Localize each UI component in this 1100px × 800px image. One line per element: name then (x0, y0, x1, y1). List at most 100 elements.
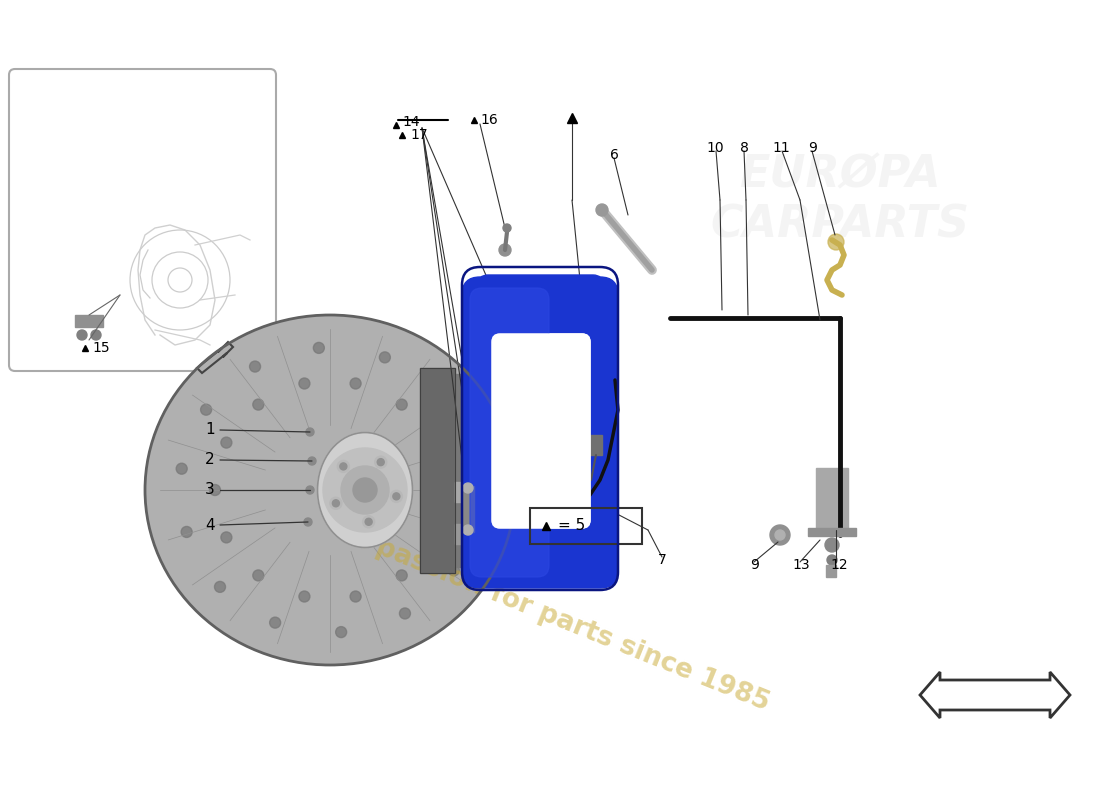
Bar (455, 524, 605, 544)
Circle shape (314, 342, 324, 354)
Circle shape (363, 516, 375, 528)
Circle shape (596, 204, 608, 216)
Bar (816, 468, 848, 528)
Circle shape (770, 525, 790, 545)
Circle shape (253, 399, 264, 410)
Circle shape (428, 437, 439, 448)
FancyBboxPatch shape (478, 512, 603, 582)
Circle shape (332, 500, 340, 506)
Circle shape (338, 461, 350, 473)
Circle shape (379, 352, 390, 363)
Circle shape (221, 437, 232, 448)
Circle shape (827, 555, 837, 565)
Bar (585, 485, 593, 530)
Circle shape (375, 456, 387, 468)
Circle shape (323, 448, 407, 532)
FancyBboxPatch shape (9, 69, 276, 371)
Circle shape (440, 485, 451, 495)
Circle shape (499, 244, 512, 256)
Circle shape (473, 506, 484, 517)
Circle shape (449, 565, 460, 576)
Bar (468, 492, 496, 532)
Circle shape (200, 404, 211, 415)
Circle shape (350, 378, 361, 389)
Ellipse shape (145, 315, 515, 665)
Circle shape (91, 330, 101, 340)
Text: 16: 16 (480, 113, 497, 127)
FancyBboxPatch shape (462, 277, 618, 588)
Circle shape (77, 330, 87, 340)
Circle shape (350, 591, 361, 602)
Text: 15: 15 (92, 341, 110, 355)
Text: 17: 17 (410, 128, 428, 142)
Bar (420, 368, 455, 573)
FancyBboxPatch shape (492, 334, 590, 528)
Text: 13: 13 (792, 558, 810, 572)
Bar (75, 315, 103, 327)
Circle shape (340, 463, 346, 470)
Circle shape (571, 498, 585, 512)
Circle shape (214, 582, 225, 592)
Circle shape (776, 530, 785, 540)
Text: 12: 12 (830, 558, 848, 572)
Circle shape (341, 466, 389, 514)
Circle shape (393, 493, 400, 500)
Bar (826, 565, 836, 577)
Text: 7: 7 (658, 553, 667, 567)
Text: 2: 2 (206, 453, 214, 467)
Circle shape (299, 591, 310, 602)
Text: 11: 11 (772, 141, 790, 155)
FancyBboxPatch shape (478, 275, 603, 357)
Bar (462, 486, 474, 532)
Text: 1: 1 (206, 422, 214, 438)
Circle shape (353, 478, 377, 502)
Text: EURØPA
CARPARTS: EURØPA CARPARTS (711, 154, 969, 246)
Circle shape (463, 483, 473, 493)
FancyBboxPatch shape (470, 288, 549, 577)
Circle shape (396, 570, 407, 581)
Circle shape (390, 490, 403, 502)
Circle shape (209, 485, 220, 495)
Circle shape (306, 486, 313, 494)
Circle shape (330, 498, 342, 510)
Bar (455, 482, 605, 502)
Circle shape (253, 570, 264, 581)
Circle shape (308, 457, 316, 465)
Text: 9: 9 (750, 558, 759, 572)
Circle shape (182, 526, 192, 538)
Circle shape (434, 388, 446, 398)
Text: 3: 3 (206, 482, 214, 498)
Bar (455, 374, 468, 567)
Circle shape (336, 626, 346, 638)
Circle shape (299, 378, 310, 389)
FancyBboxPatch shape (492, 334, 590, 528)
Circle shape (828, 234, 844, 250)
Circle shape (396, 399, 407, 410)
Circle shape (270, 617, 280, 628)
Bar (530, 508, 642, 544)
Circle shape (503, 224, 512, 232)
Circle shape (304, 518, 312, 526)
Circle shape (221, 532, 232, 543)
Text: = 5: = 5 (558, 518, 585, 534)
Circle shape (377, 458, 384, 466)
Circle shape (176, 463, 187, 474)
Circle shape (428, 532, 439, 543)
Circle shape (399, 608, 410, 619)
Circle shape (306, 428, 313, 436)
Text: 6: 6 (610, 148, 619, 162)
Bar (808, 528, 856, 536)
Circle shape (825, 538, 839, 552)
Bar (420, 368, 455, 573)
Text: 8: 8 (740, 141, 749, 155)
Text: 14: 14 (402, 115, 419, 129)
Text: 9: 9 (808, 141, 817, 155)
Ellipse shape (318, 433, 412, 547)
Bar (590, 435, 602, 455)
Circle shape (250, 361, 261, 372)
Text: 4: 4 (206, 518, 214, 533)
Circle shape (365, 518, 372, 526)
Text: a passion for parts since 1985: a passion for parts since 1985 (346, 524, 773, 716)
Circle shape (468, 442, 478, 454)
Circle shape (463, 525, 473, 535)
